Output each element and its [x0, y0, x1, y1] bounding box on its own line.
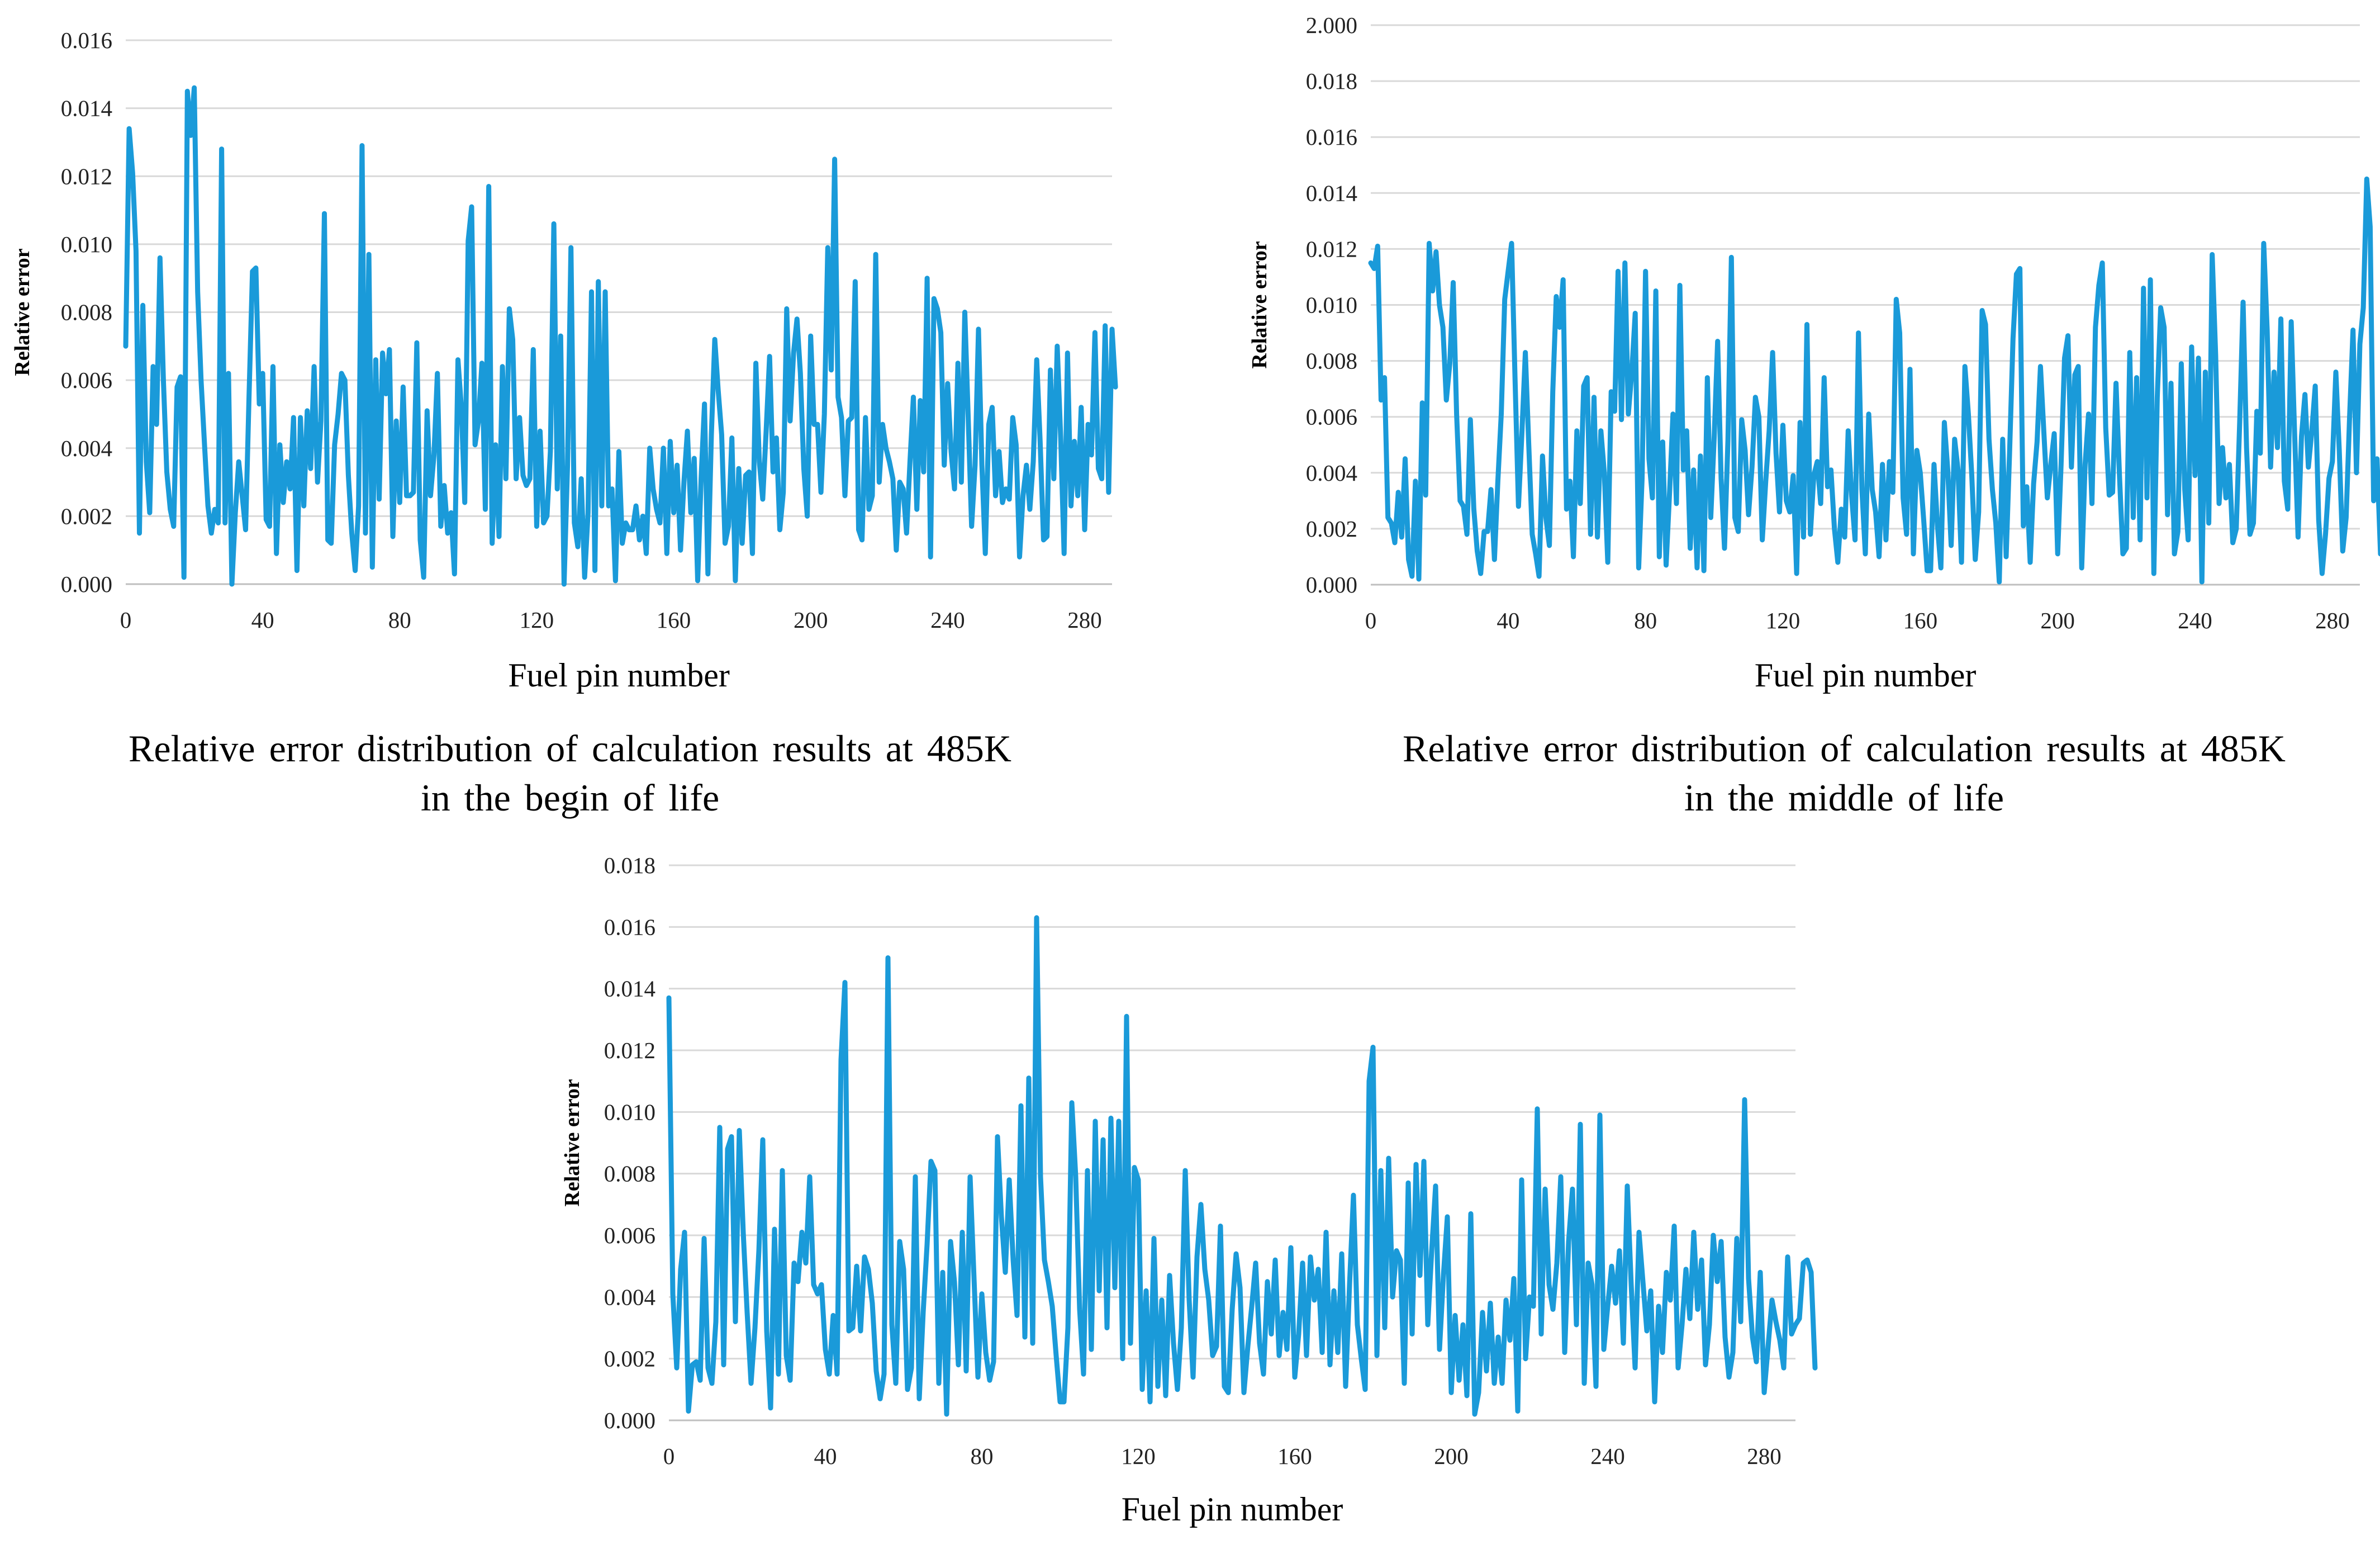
x-tick-label: 240 [2178, 608, 2212, 633]
x-axis-title: Fuel pin number [1122, 1491, 1343, 1528]
y-tick-label: 0.004 [61, 435, 112, 461]
caption-line-1: Relative error distribution of calculati… [1403, 727, 2286, 770]
y-tick-label: 0.010 [604, 1099, 655, 1125]
x-tick-label: 80 [388, 607, 411, 633]
caption-begin-of-life: Relative error distribution of calculati… [34, 724, 1106, 822]
y-axis-title: Relative error [1248, 241, 1271, 368]
y-tick-label: 0.016 [61, 27, 112, 53]
y-tick-label: 0.018 [1306, 68, 1357, 94]
y-tick-label: 0.000 [1306, 572, 1357, 598]
x-tick-label: 280 [1067, 607, 1102, 633]
caption-line-2: in the begin of life [420, 776, 720, 819]
x-tick-label: 120 [1766, 608, 1801, 633]
caption-line-2: in the middle of life [1684, 776, 2004, 819]
x-tick-label: 280 [2315, 608, 2350, 633]
y-tick-label: 0.004 [604, 1284, 655, 1310]
y-tick-label: 0.006 [604, 1222, 655, 1248]
y-tick-label: 0.006 [1306, 404, 1357, 430]
y-tick-label: 0.012 [604, 1037, 655, 1063]
x-tick-label: 0 [1365, 608, 1377, 633]
chart-begin-of-life: 0.000 0.002 0.004 0.006 0.008 0.010 0.012 0.014… [0, 0, 1174, 710]
x-tick-label: 200 [2040, 608, 2075, 633]
y-tick-label: 0.016 [604, 914, 655, 940]
x-tick-label: 280 [1747, 1443, 1782, 1469]
y-tick-label: 0.000 [604, 1407, 655, 1433]
series-line [1368, 176, 2380, 585]
series-line [123, 85, 1118, 587]
x-tick-label: 200 [794, 607, 828, 633]
x-tick-label: 200 [1434, 1443, 1469, 1469]
y-tick-label: 0.002 [1306, 516, 1357, 542]
x-tick-label: 40 [251, 607, 274, 633]
y-tick-label: 0.016 [1306, 124, 1357, 150]
y-tick-label: 2.000 [1306, 12, 1357, 38]
x-tick-label: 0 [663, 1443, 675, 1469]
chart-1-svg: 0.000 0.002 0.004 0.006 0.008 0.010 0.012 0.014… [11, 27, 1118, 694]
x-tick-label: 120 [1121, 1443, 1156, 1469]
caption-line-1: Relative error distribution of calculati… [129, 727, 1011, 770]
y-tick-label: 0.014 [604, 976, 655, 1002]
y-tick-label: 0.008 [604, 1161, 655, 1187]
y-tick-label: 0.010 [61, 231, 112, 257]
y-tick-label: 0.014 [1306, 180, 1357, 206]
y-tick-label: 0.002 [604, 1346, 655, 1372]
y-axis-title: Relative error [560, 1079, 584, 1206]
x-tick-label: 80 [971, 1443, 994, 1469]
x-tick-label: 160 [657, 607, 691, 633]
y-tick-label: 0.012 [1306, 236, 1357, 262]
x-tick-label: 0 [120, 607, 132, 633]
x-axis-title: Fuel pin number [508, 657, 730, 694]
y-tick-label: 0.006 [61, 367, 112, 393]
x-tick-label: 40 [1497, 608, 1519, 633]
x-tick-label: 80 [1634, 608, 1657, 633]
series-line [666, 915, 1818, 1417]
chart-2-svg: 0.000 0.002 0.004 0.006 0.008 0.010 0.012 0.014… [1248, 12, 2380, 694]
y-tick-label: 0.008 [1306, 348, 1357, 374]
y-tick-label: 0.018 [604, 852, 655, 878]
y-tick-label: 0.002 [61, 503, 112, 529]
x-tick-label: 240 [1590, 1443, 1625, 1469]
y-tick-label: 0.000 [61, 571, 112, 597]
x-tick-label: 160 [1903, 608, 1938, 633]
chart-middle-of-life: 0.000 0.002 0.004 0.006 0.008 0.010 0.012 0.014… [1246, 0, 2380, 710]
caption-middle-of-life: Relative error distribution of calculati… [1308, 724, 2380, 822]
x-axis-title: Fuel pin number [1755, 657, 1977, 694]
y-tick-label: 0.004 [1306, 460, 1357, 486]
y-tick-label: 0.014 [61, 96, 112, 121]
y-tick-label: 0.012 [61, 163, 112, 189]
x-tick-label: 40 [814, 1443, 837, 1469]
y-tick-label: 0.010 [1306, 292, 1357, 318]
chart-3-svg: 0.000 0.002 0.004 0.006 0.008 0.010 0.012 0.014… [560, 852, 1818, 1528]
y-axis-title: Relative error [11, 248, 34, 376]
chart-third: 0.000 0.002 0.004 0.006 0.008 0.010 0.012 0.014… [536, 838, 1822, 1545]
x-tick-label: 120 [520, 607, 554, 633]
x-tick-label: 160 [1277, 1443, 1312, 1469]
y-tick-label: 0.008 [61, 300, 112, 325]
x-tick-label: 240 [930, 607, 965, 633]
